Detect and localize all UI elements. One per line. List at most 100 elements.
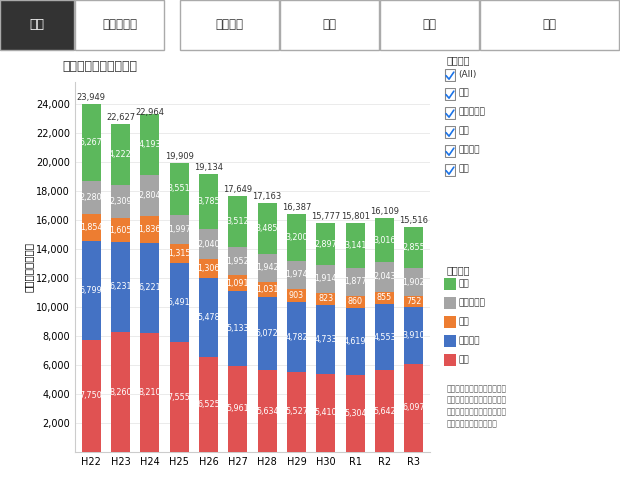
Bar [199, 358, 218, 452]
Bar [346, 375, 365, 452]
Text: 4,193: 4,193 [138, 140, 161, 149]
Bar [316, 305, 335, 374]
Text: 6,097: 6,097 [402, 404, 425, 412]
Text: 860: 860 [348, 298, 363, 306]
Text: 1,315: 1,315 [168, 248, 190, 258]
Text: イノシシ: イノシシ [216, 18, 244, 32]
Bar [82, 181, 100, 214]
Text: 1,306: 1,306 [197, 264, 219, 273]
Text: 加害獣種: 加害獣種 [446, 55, 470, 65]
Text: 1,877: 1,877 [344, 278, 366, 286]
Text: 15,777: 15,777 [311, 212, 340, 221]
Text: 823: 823 [318, 294, 334, 304]
Bar [316, 223, 335, 265]
Bar [316, 293, 335, 305]
Text: 3,785: 3,785 [197, 198, 220, 206]
Text: 加害獣種: 加害獣種 [446, 265, 470, 275]
Bar [140, 176, 159, 216]
Text: 3,551: 3,551 [168, 184, 190, 194]
Bar [170, 262, 188, 342]
Bar [404, 307, 423, 364]
Text: 3,485: 3,485 [256, 224, 278, 232]
Text: 8,210: 8,210 [138, 388, 161, 397]
Text: 鳥類: 鳥類 [459, 280, 469, 288]
Bar [287, 260, 306, 290]
Text: 22,627: 22,627 [106, 112, 135, 122]
Text: 3,141: 3,141 [344, 241, 366, 250]
Text: 855: 855 [377, 294, 392, 302]
Text: 3,200: 3,200 [285, 233, 308, 242]
Text: サル: サル [459, 126, 469, 136]
Bar [199, 174, 218, 230]
Text: 1,914: 1,914 [314, 274, 337, 283]
Text: 1,854: 1,854 [80, 223, 102, 232]
Bar [170, 244, 188, 262]
Bar [404, 296, 423, 307]
Bar [258, 296, 277, 370]
Text: 1,091: 1,091 [226, 278, 249, 287]
Bar [228, 291, 247, 366]
Text: (All): (All) [459, 70, 477, 78]
Text: その他獣類: その他獣類 [459, 298, 485, 308]
Bar [111, 332, 130, 452]
Text: 6,525: 6,525 [197, 400, 220, 409]
Bar [199, 230, 218, 259]
Text: その他獣類: その他獣類 [459, 108, 485, 116]
Text: 全国の被害金額の推移: 全国の被害金額の推移 [63, 60, 138, 73]
Text: シカ: シカ [459, 164, 469, 173]
Bar [404, 268, 423, 296]
Text: 全国: 全国 [30, 18, 45, 32]
Text: 22,964: 22,964 [135, 108, 164, 116]
Y-axis label: 被害額（百万円）: 被害額（百万円） [24, 242, 33, 292]
Text: サル: サル [422, 18, 436, 32]
Text: 2,897: 2,897 [314, 240, 337, 248]
Text: 都道府県別: 都道府県別 [102, 18, 137, 32]
Text: 5,478: 5,478 [197, 313, 220, 322]
Bar [346, 222, 365, 268]
Text: 4,553: 4,553 [373, 332, 396, 342]
Bar [316, 374, 335, 452]
Text: 5,072: 5,072 [256, 329, 278, 338]
Bar [375, 292, 394, 304]
Bar [228, 196, 247, 247]
Text: イノシシ: イノシシ [459, 146, 480, 154]
Bar [82, 241, 100, 340]
Text: 2,280: 2,280 [80, 193, 102, 202]
Text: 15,516: 15,516 [399, 216, 428, 224]
Bar [258, 203, 277, 254]
Bar [258, 370, 277, 452]
Text: 6,231: 6,231 [109, 282, 131, 292]
Text: 17,163: 17,163 [252, 192, 282, 201]
Text: 5,410: 5,410 [314, 408, 337, 418]
Bar [375, 304, 394, 370]
Text: 7,750: 7,750 [80, 392, 102, 400]
Text: 5,267: 5,267 [80, 138, 102, 147]
Text: 5,304: 5,304 [344, 409, 366, 418]
Bar [287, 302, 306, 372]
Text: 1,942: 1,942 [256, 263, 278, 272]
Bar [170, 342, 188, 452]
Bar [346, 296, 365, 308]
Bar [258, 254, 277, 281]
Text: 3,910: 3,910 [402, 330, 425, 340]
Text: 3,512: 3,512 [226, 217, 249, 226]
Text: 5,491: 5,491 [168, 298, 190, 307]
Bar [287, 372, 306, 452]
Text: 5,133: 5,133 [226, 324, 249, 333]
Bar [140, 114, 159, 176]
Text: 5,961: 5,961 [226, 404, 249, 413]
Text: 7,555: 7,555 [168, 392, 190, 402]
Bar [82, 104, 100, 181]
Text: 鳥類: 鳥類 [542, 18, 557, 32]
Bar [404, 364, 423, 452]
Text: 19,909: 19,909 [165, 152, 193, 161]
Bar [228, 366, 247, 452]
Bar [375, 218, 394, 262]
Text: 6,799: 6,799 [80, 286, 102, 294]
Bar [170, 214, 188, 244]
Text: 1,836: 1,836 [139, 225, 161, 234]
Bar [82, 214, 100, 241]
Bar [111, 185, 130, 218]
Bar [170, 163, 188, 214]
Text: 1,605: 1,605 [109, 226, 131, 234]
